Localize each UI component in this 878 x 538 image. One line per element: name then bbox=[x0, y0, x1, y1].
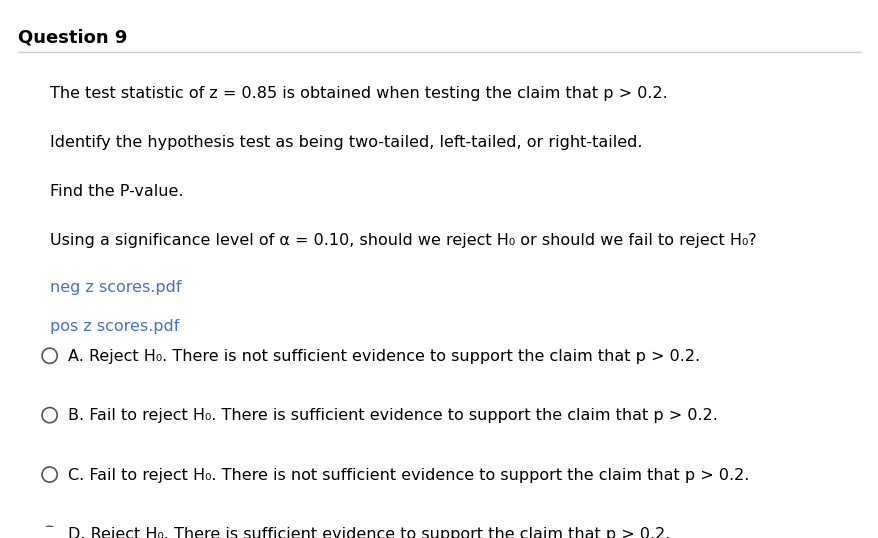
Text: A. Reject H₀. There is not sufficient evidence to support the claim that p > 0.2: A. Reject H₀. There is not sufficient ev… bbox=[68, 349, 700, 364]
Text: B. Fail to reject H₀. There is sufficient evidence to support the claim that p >: B. Fail to reject H₀. There is sufficien… bbox=[68, 408, 717, 423]
Text: neg z scores.pdf: neg z scores.pdf bbox=[49, 280, 181, 295]
Text: C. Fail to reject H₀. There is not sufficient evidence to support the claim that: C. Fail to reject H₀. There is not suffi… bbox=[68, 468, 749, 483]
Text: The test statistic of z = 0.85 is obtained when testing the claim that p > 0.2.: The test statistic of z = 0.85 is obtain… bbox=[49, 86, 666, 101]
Text: Identify the hypothesis test as being two-tailed, left-tailed, or right-tailed.: Identify the hypothesis test as being tw… bbox=[49, 134, 642, 150]
Text: D. Reject H₀. There is sufficient evidence to support the claim that p > 0.2.: D. Reject H₀. There is sufficient eviden… bbox=[68, 527, 670, 538]
Text: Question 9: Question 9 bbox=[18, 29, 126, 47]
Text: pos z scores.pdf: pos z scores.pdf bbox=[49, 319, 179, 334]
Text: Find the P-value.: Find the P-value. bbox=[49, 184, 183, 199]
Text: Using a significance level of α = 0.10, should we reject H₀ or should we fail to: Using a significance level of α = 0.10, … bbox=[49, 233, 755, 248]
